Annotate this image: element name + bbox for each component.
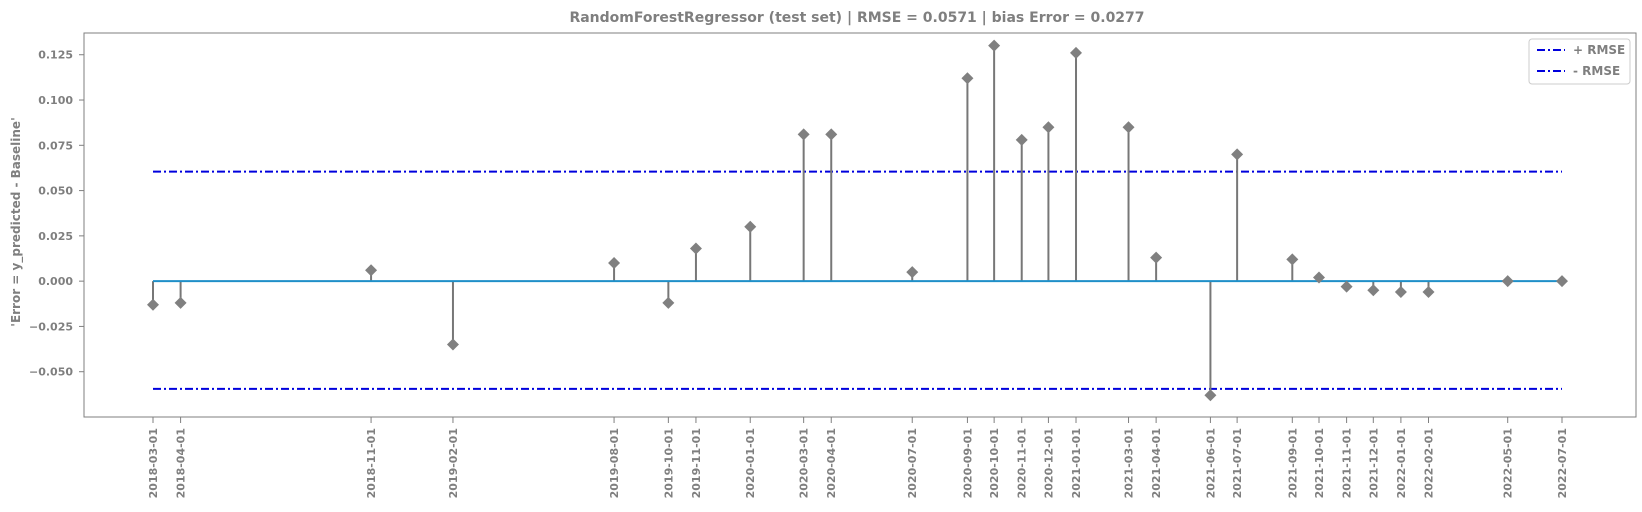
data-point-marker	[1070, 46, 1083, 59]
x-tick-label: 2019-02-01	[447, 428, 460, 498]
data-point-marker	[1122, 121, 1135, 134]
x-tick-label: 2021-06-01	[1204, 428, 1217, 498]
x-tick-label: 2020-03-01	[798, 428, 811, 498]
data-point-marker	[1422, 286, 1435, 299]
data-point-marker	[1556, 275, 1568, 288]
x-tick-label: 2021-10-01	[1313, 428, 1326, 498]
x-tick-label: 2021-11-01	[1341, 428, 1354, 498]
y-tick-label: 0.125	[38, 49, 73, 62]
data-point-marker	[1204, 389, 1217, 402]
x-tick-label: 2021-01-01	[1070, 428, 1083, 498]
y-tick-label: 0.000	[38, 275, 73, 288]
x-tick-label: 2021-09-01	[1286, 428, 1299, 498]
data-point-marker	[446, 338, 459, 351]
x-tick-label: 2019-10-01	[662, 428, 675, 498]
data-point-marker	[797, 128, 810, 141]
data-point-marker	[1015, 133, 1028, 146]
data-point-marker	[906, 266, 919, 279]
x-tick-label: 2018-04-01	[175, 428, 188, 498]
data-point-marker	[147, 298, 159, 311]
data-point-marker	[365, 264, 378, 277]
data-point-marker	[1150, 251, 1163, 264]
data-point-marker	[1501, 275, 1514, 288]
x-tick-label: 2020-01-01	[744, 428, 757, 498]
data-point-marker	[1231, 148, 1244, 161]
data-point-marker	[1042, 121, 1055, 134]
stems	[152, 45, 1562, 396]
data-point-marker	[608, 257, 621, 270]
y-tick-label: 0.100	[38, 94, 73, 107]
x-tick-label: 2020-12-01	[1042, 428, 1055, 498]
data-point-marker	[961, 72, 974, 85]
x-tick-label: 2019-08-01	[608, 428, 621, 498]
legend-label-minus-rmse: - RMSE	[1573, 64, 1620, 78]
x-tick-label: 2021-07-01	[1231, 428, 1244, 498]
x-tick-label: 2018-11-01	[365, 428, 378, 498]
y-axis-label: 'Error = y_predicted - Baseline'	[9, 117, 24, 326]
data-point-marker	[825, 128, 838, 141]
data-point-marker	[174, 296, 187, 309]
data-point-marker	[1286, 253, 1299, 266]
x-tick-label: 2022-02-01	[1422, 428, 1435, 498]
data-point-marker	[689, 242, 702, 255]
y-tick-label: 0.075	[38, 139, 73, 152]
markers	[147, 39, 1568, 402]
y-tick-label: 0.025	[38, 230, 73, 243]
x-tick-label: 2018-03-01	[147, 428, 160, 498]
y-tick-label: 0.050	[38, 185, 73, 198]
reference-lines	[153, 170, 1562, 390]
data-point-marker	[1367, 284, 1380, 297]
data-point-marker	[1394, 286, 1407, 299]
data-point-marker	[1313, 271, 1326, 284]
legend-label-plus-rmse: + RMSE	[1573, 43, 1625, 57]
x-tick-label: 2021-12-01	[1367, 428, 1380, 498]
x-tick-label: 2020-11-01	[1016, 428, 1029, 498]
plot-frame	[83, 32, 1637, 418]
data-point-marker	[744, 220, 757, 233]
x-tick-label: 2022-05-01	[1502, 428, 1515, 498]
y-axis: 0.125 0.100 0.075 0.050 0.025 0.000 −0.025 −0.0…	[29, 49, 84, 379]
y-tick-label: −0.050	[29, 366, 73, 379]
chart-title: RandomForestRegressor (test set) | RMSE …	[569, 10, 1144, 26]
x-tick-label: 2020-10-01	[988, 428, 1001, 498]
x-axis: 2018-03-01 2018-04-01 2018-11-01 2019-02-01…	[147, 417, 1569, 498]
data-point-marker	[988, 39, 1001, 52]
y-tick-label: −0.025	[29, 320, 73, 333]
x-tick-label: 2021-03-01	[1123, 428, 1136, 498]
x-tick-label: 2020-04-01	[825, 428, 838, 498]
data-point-marker	[662, 296, 675, 309]
x-tick-label: 2022-07-01	[1556, 428, 1569, 498]
x-tick-label: 2020-07-01	[906, 428, 919, 498]
x-tick-label: 2019-11-01	[690, 428, 703, 498]
x-tick-label: 2021-04-01	[1150, 428, 1163, 498]
x-tick-label: 2022-01-01	[1395, 428, 1408, 498]
x-tick-label: 2020-09-01	[961, 428, 974, 498]
data-point-marker	[1340, 280, 1353, 293]
legend: + RMSE - RMSE	[1528, 38, 1631, 85]
